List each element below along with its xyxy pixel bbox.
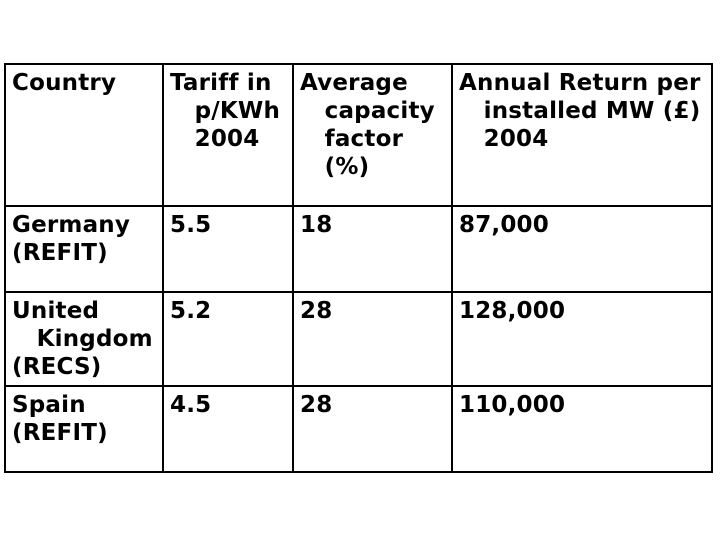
header-country: Country <box>4 63 164 207</box>
table-row-spain: Spain (REFIT) 4.5 28 110,000 <box>4 385 713 473</box>
cell-germany-country: Germany (REFIT) <box>4 205 164 293</box>
tariff-comparison-table: Country Tariff in p/KWh 2004 Average cap… <box>4 63 713 473</box>
table-header-row: Country Tariff in p/KWh 2004 Average cap… <box>4 63 713 207</box>
cell-uk-country: United Kingdom (RECS) <box>4 291 164 387</box>
header-capacity-factor: Average capacity factor (%) <box>292 63 453 207</box>
cell-uk-capacity: 28 <box>292 291 453 387</box>
cell-uk-return: 128,000 <box>451 291 713 387</box>
cell-germany-tariff: 5.5 <box>162 205 294 293</box>
cell-spain-tariff: 4.5 <box>162 385 294 473</box>
table-row-germany: Germany (REFIT) 5.5 18 87,000 <box>4 205 713 293</box>
cell-spain-country: Spain (REFIT) <box>4 385 164 473</box>
header-annual-return: Annual Return per installed MW (£) 2004 <box>451 63 713 207</box>
cell-uk-tariff: 5.2 <box>162 291 294 387</box>
cell-spain-return: 110,000 <box>451 385 713 473</box>
cell-germany-capacity: 18 <box>292 205 453 293</box>
header-tariff: Tariff in p/KWh 2004 <box>162 63 294 207</box>
cell-spain-capacity: 28 <box>292 385 453 473</box>
cell-germany-return: 87,000 <box>451 205 713 293</box>
table-row-united-kingdom: United Kingdom (RECS) 5.2 28 128,000 <box>4 291 713 387</box>
